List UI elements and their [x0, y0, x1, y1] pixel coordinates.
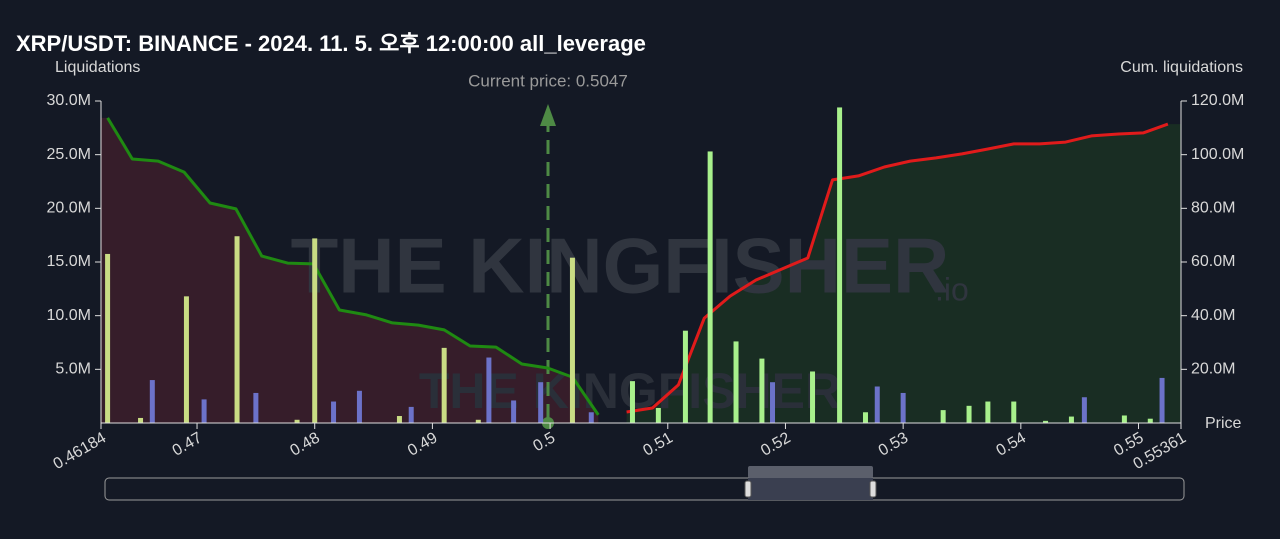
bar: [234, 236, 240, 423]
y2-tick-label: 120.0M: [1191, 92, 1244, 109]
bar: [294, 419, 300, 423]
bar: [408, 406, 414, 423]
bar: [759, 358, 765, 423]
y2-tick-label: 80.0M: [1191, 200, 1235, 217]
y-tick-label: 15.0M: [47, 253, 91, 270]
bar: [253, 392, 259, 423]
range-slider-window[interactable]: [748, 478, 873, 500]
bar: [396, 416, 402, 423]
bar: [1121, 415, 1127, 423]
bar: [682, 330, 688, 423]
bar: [655, 407, 661, 423]
y-tick-label: 25.0M: [47, 146, 91, 163]
bar: [1011, 401, 1017, 423]
line: [626, 122, 1169, 414]
bar: [105, 253, 111, 423]
bar: [733, 341, 739, 423]
current-price-arrow: [540, 104, 556, 126]
line: [106, 117, 600, 416]
current-price-label: Current price: 0.5047: [468, 71, 628, 90]
y-tick-label: 10.0M: [47, 307, 91, 324]
bar: [837, 107, 843, 423]
y-tick-label: 30.0M: [47, 92, 91, 109]
chart-title: XRP/USDT: BINANCE - 2024. 11. 5. 오후 12:0…: [16, 31, 646, 56]
range-slider-handle[interactable]: [869, 480, 877, 498]
y2-tick-label: 100.0M: [1191, 146, 1244, 163]
bar: [1043, 420, 1049, 423]
bar: [810, 371, 816, 423]
bar: [149, 380, 155, 423]
bar: [940, 410, 946, 423]
bar: [441, 347, 447, 423]
bar: [511, 400, 517, 423]
bar: [707, 151, 713, 424]
y2-tick-label: 40.0M: [1191, 307, 1235, 324]
y2-tick-label: 60.0M: [1191, 253, 1235, 270]
y-tick-label: 5.0M: [55, 361, 91, 378]
bar: [475, 419, 481, 423]
bar: [862, 412, 868, 423]
bar: [538, 382, 544, 423]
bar: [966, 405, 972, 423]
watermark-suffix: .io: [935, 271, 969, 307]
bar: [201, 399, 207, 423]
y-axis-title: Liquidations: [55, 59, 140, 76]
y2-axis-title: Cum. liquidations: [1120, 59, 1243, 76]
bar: [985, 401, 991, 423]
bar: [1147, 418, 1153, 423]
bar: [770, 382, 776, 423]
bar: [569, 257, 575, 423]
y2-tick-label: 20.0M: [1191, 361, 1235, 378]
x-axis-title: Price: [1205, 415, 1242, 432]
watermark: THE KINGFISHER: [291, 222, 950, 310]
bar: [629, 381, 635, 423]
bar: [356, 390, 362, 423]
range-slider-handle[interactable]: [744, 480, 752, 498]
bar: [1159, 377, 1165, 423]
y-tick-label: 20.0M: [47, 200, 91, 217]
bar: [331, 401, 337, 423]
bar: [1068, 416, 1074, 423]
area: [626, 124, 1181, 424]
bar: [486, 357, 492, 423]
bar: [183, 296, 189, 423]
bar: [874, 386, 880, 423]
bar: [312, 238, 318, 423]
bar: [588, 412, 594, 423]
range-slider-grip[interactable]: [748, 466, 873, 478]
range-slider[interactable]: [104, 477, 1185, 501]
bar: [900, 392, 906, 423]
bar: [138, 417, 144, 423]
bar: [1081, 397, 1087, 423]
